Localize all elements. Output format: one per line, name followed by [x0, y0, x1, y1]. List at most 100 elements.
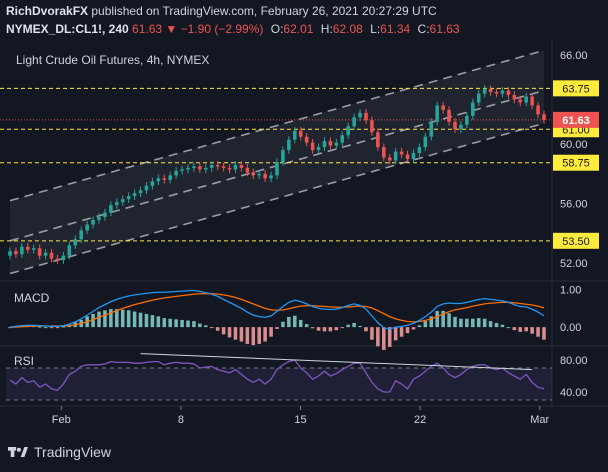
time-axis-tick: 15 — [294, 414, 306, 426]
author-name[interactable]: RichDvorakFX — [6, 4, 89, 18]
footer-brand[interactable]: TradingView — [8, 444, 111, 460]
macd-histogram-bar — [322, 327, 327, 332]
candle-body — [263, 173, 267, 179]
macd-signal-line — [10, 293, 545, 328]
macd-histogram-bar — [524, 327, 528, 332]
macd-histogram-bar — [180, 319, 184, 328]
macd-histogram-bar — [393, 327, 398, 341]
candle-body — [115, 202, 119, 206]
candle-body — [346, 126, 350, 136]
candle-body — [144, 185, 149, 191]
candle-body — [393, 151, 398, 161]
macd-histogram-bar — [109, 309, 113, 328]
macd-histogram-bar — [328, 327, 333, 332]
candle-body — [132, 193, 137, 197]
axes: 66.00 60.00 56.00 52.00 61.63 1.00 0.00 80.00 40… — [52, 50, 599, 426]
macd-histogram-bar — [198, 323, 202, 328]
macd-histogram-bar — [405, 327, 410, 334]
macd-histogram-bar — [132, 311, 137, 328]
candle-body — [542, 114, 546, 120]
rsi-trendline — [140, 353, 533, 371]
macd-histogram-bar — [530, 327, 534, 334]
candle-body — [387, 157, 392, 161]
macd-histogram-bar — [399, 327, 404, 337]
candle-body — [399, 151, 404, 155]
rsi-band-fill — [6, 368, 552, 400]
candle-body — [447, 109, 451, 122]
macd-histogram-bar — [91, 313, 95, 328]
macd-histogram-bar — [447, 313, 451, 328]
time-axis-tick: Feb — [52, 414, 71, 426]
candle-body — [411, 153, 416, 159]
candle-body — [417, 147, 422, 154]
macd-histogram-bar — [245, 327, 250, 344]
candle-body — [471, 102, 475, 116]
macd-histogram-bar — [465, 318, 469, 328]
macd-histogram-bar — [334, 327, 339, 331]
candle-body — [126, 196, 131, 200]
macd-label: MACD — [14, 291, 50, 305]
symbol-line: NYMEX_DL:CL1!, 240 61.63 ▼ −1.90 (−2.99%… — [6, 22, 460, 36]
macd-histogram-bar — [476, 318, 481, 328]
tradingview-logo-icon — [8, 447, 28, 457]
macd-histogram-bar — [209, 327, 214, 329]
macd-histogram-bar — [387, 327, 392, 347]
candle-body — [180, 169, 184, 171]
macd-histogram-bar — [411, 327, 416, 330]
macd-histogram-bar — [186, 320, 190, 328]
rsi-line — [9, 359, 545, 393]
macd-histogram-bar — [423, 321, 428, 328]
candle-body — [512, 95, 517, 100]
candle-body — [275, 161, 279, 176]
price-axis-tick: 60.00 — [560, 139, 588, 151]
macd-histogram-bar — [293, 315, 297, 328]
candle-body — [209, 164, 214, 168]
candle-body — [215, 164, 220, 167]
macd-histogram-bar — [429, 316, 434, 328]
rsi-axis-tick: 80.00 — [560, 355, 588, 367]
macd-histogram-bar — [221, 327, 226, 335]
candle-body — [79, 230, 83, 240]
candle-body — [198, 166, 202, 170]
candle-body — [459, 124, 463, 130]
candle-body — [405, 154, 410, 159]
candle-body — [43, 252, 48, 256]
macd-histogram-bar — [542, 327, 546, 340]
macd-histogram-bar — [61, 326, 66, 328]
macd-histogram-bar — [518, 327, 523, 332]
high-label: H: — [320, 22, 333, 36]
candle-body — [524, 96, 528, 103]
macd-axis-tick: 0.00 — [560, 322, 581, 334]
macd-histogram-bar — [215, 327, 220, 331]
low-value: 61.34 — [380, 22, 411, 36]
macd-histogram-bar — [37, 326, 42, 328]
macd-histogram-bar — [126, 310, 131, 328]
macd-histogram-bar — [49, 327, 54, 329]
macd-histogram-bar — [310, 327, 315, 329]
level-label: 58.75 — [562, 158, 590, 170]
candle-body — [31, 248, 36, 250]
candle-body — [328, 141, 333, 146]
macd-histogram-bar — [269, 327, 273, 337]
publish-line: RichDvorakFX published on TradingView.co… — [6, 4, 437, 18]
candle-body — [500, 90, 505, 94]
candle-body — [476, 93, 481, 103]
candle-body — [334, 142, 339, 146]
open-label: O: — [270, 22, 284, 36]
macd-histogram-bar — [453, 316, 457, 328]
candle-body — [488, 89, 493, 93]
candle-body — [441, 105, 445, 110]
candles — [8, 85, 546, 264]
candle-body — [293, 130, 297, 140]
rsi-axis-tick: 40.00 — [560, 387, 588, 399]
candle-body — [251, 172, 256, 176]
symbol-name[interactable]: NYMEX_DL:CL1!, 240 — [6, 22, 129, 36]
last-price: 61.63 — [132, 22, 163, 36]
macd-histogram-bar — [304, 324, 309, 328]
candle-body — [14, 251, 18, 255]
candle-body — [269, 175, 273, 179]
candle-body — [233, 164, 238, 170]
publish-info: published on TradingView.com, February 2… — [91, 4, 437, 18]
candle-body — [150, 181, 155, 186]
